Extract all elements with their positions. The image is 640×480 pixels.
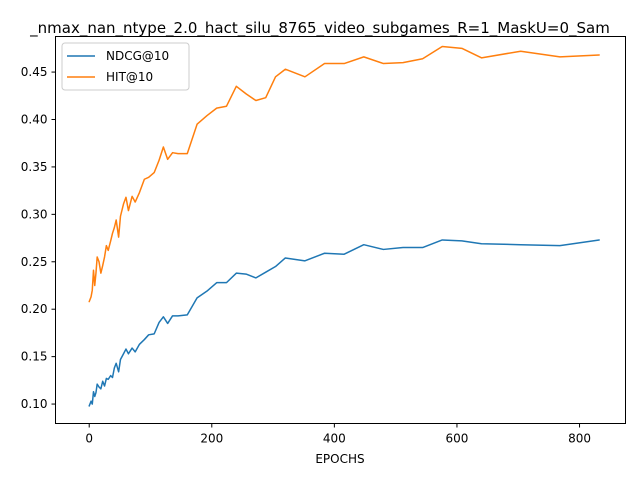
y-ticks: 0.10 0.15 0.20 0.25 0.30 0.35 0.40 0.45 xyxy=(21,65,56,411)
series-layer xyxy=(88,45,600,407)
y-tick-label: 0.35 xyxy=(21,160,48,174)
y-tick-label: 0.10 xyxy=(21,397,48,411)
chart-title: _nmax_nan_ntype_2.0_hact_silu_8765_video… xyxy=(29,19,610,38)
legend-label-hit: HIT@10 xyxy=(106,70,153,84)
x-tick-label: 0 xyxy=(85,432,93,446)
y-tick-label: 0.30 xyxy=(21,207,48,221)
x-tick-label: 600 xyxy=(445,432,468,446)
legend-label-ndcg: NDCG@10 xyxy=(106,49,169,63)
y-tick-label: 0.40 xyxy=(21,112,48,126)
y-tick-label: 0.25 xyxy=(21,255,48,269)
x-ticks: 0 200 400 600 800 xyxy=(85,423,591,446)
y-tick-label: 0.15 xyxy=(21,350,48,364)
x-axis-label: EPOCHS xyxy=(315,452,364,466)
series-line-hit xyxy=(88,45,600,303)
x-tick-label: 200 xyxy=(200,432,223,446)
y-tick-label: 0.20 xyxy=(21,302,48,316)
x-tick-label: 400 xyxy=(323,432,346,446)
plot-frame xyxy=(55,36,626,424)
legend: NDCG@10 HIT@10 xyxy=(61,42,190,91)
y-tick-label: 0.45 xyxy=(21,65,48,79)
legend-box xyxy=(61,42,190,91)
series-line-ndcg xyxy=(88,239,600,407)
x-tick-label: 800 xyxy=(568,432,591,446)
